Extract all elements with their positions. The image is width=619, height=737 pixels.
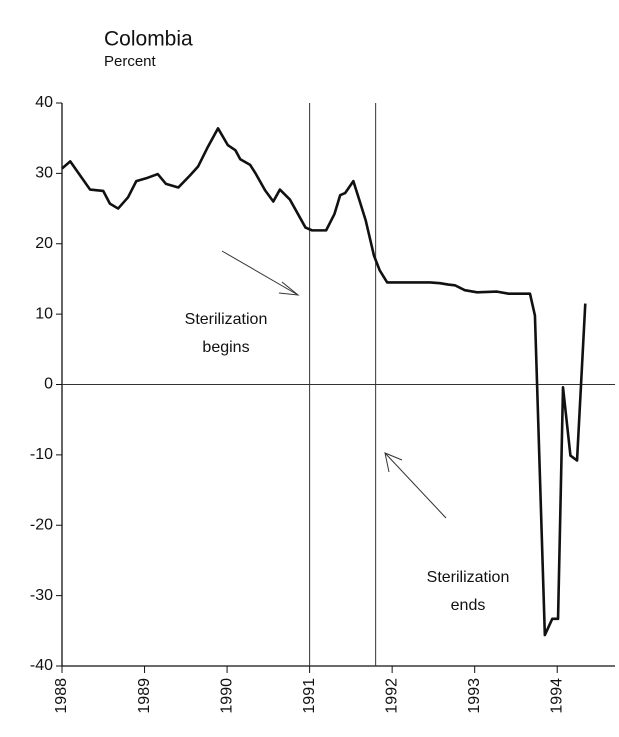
x-tick-label: 1994	[548, 678, 565, 714]
x-tick-label: 1989	[136, 678, 153, 714]
y-tick-label: -10	[30, 446, 53, 463]
y-tick-label: -20	[30, 516, 53, 533]
x-tick-label: 1988	[53, 678, 70, 714]
x-tick-label: 1990	[218, 678, 235, 714]
y-tick-label: 40	[35, 94, 53, 111]
x-tick-label: 1992	[383, 678, 400, 714]
annotation: Sterilization	[427, 569, 510, 586]
y-tick-label: 10	[35, 305, 53, 322]
annotation: Sterilization	[185, 311, 268, 328]
data-line	[61, 127, 587, 637]
y-tick-label: 30	[35, 165, 53, 182]
y-tick-label: -30	[30, 587, 53, 604]
y-tick-label: -40	[30, 657, 53, 674]
arrow-head	[278, 281, 300, 296]
annotation: ends	[451, 597, 486, 614]
arrow	[384, 452, 447, 519]
y-tick-label: 20	[35, 235, 53, 252]
annotation: begins	[202, 339, 249, 356]
chart-title: Colombia	[104, 28, 193, 51]
x-tick-label: 1991	[301, 678, 318, 714]
arrow	[221, 250, 299, 296]
y-tick-label: 0	[44, 376, 53, 393]
x-tick-label: 1993	[466, 678, 483, 714]
chart-subtitle: Percent	[104, 53, 157, 70]
arrow-head	[384, 452, 403, 473]
